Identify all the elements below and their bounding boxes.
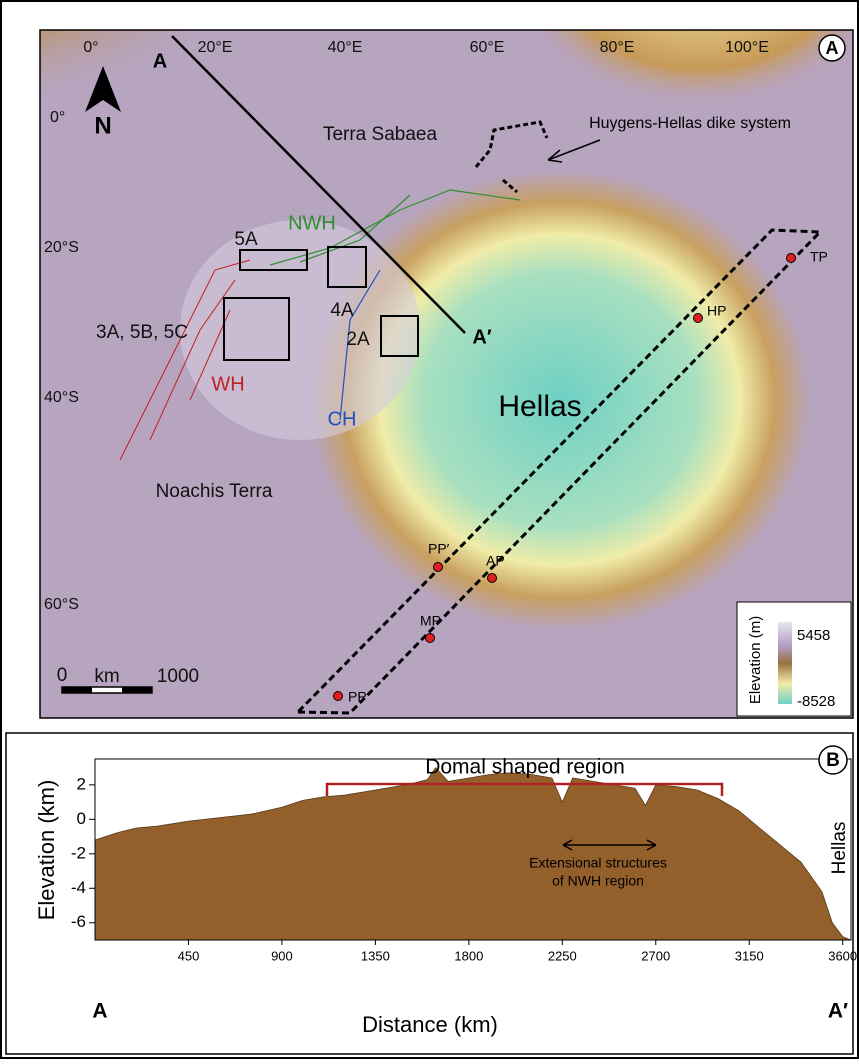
x-tick-label: 2250 [548, 948, 577, 963]
elevation-legend: Elevation (m) 5458 -8528 [737, 602, 851, 716]
legend-title: Elevation (m) [747, 616, 764, 704]
lon-tick: 40°E [328, 39, 363, 56]
box-label: 3A, 5B, 5C [96, 322, 188, 343]
box-label: 2A [346, 329, 370, 350]
annotation: Extensional structures [529, 855, 667, 871]
profile-start: A [92, 1000, 107, 1023]
annotation: of NWH region [552, 873, 644, 889]
site-label: AP [486, 553, 505, 569]
x-tick-label: 3150 [735, 948, 764, 963]
scale-start: 0 [57, 665, 68, 686]
x-tick-label: 900 [271, 948, 293, 963]
region-label: Hellas [498, 390, 581, 423]
scale-end: 1000 [157, 666, 199, 687]
y-tick-label: -2 [71, 843, 86, 862]
region-label: Terra Sabaea [323, 124, 438, 145]
structure-label: WH [211, 373, 244, 395]
panel-label: B [826, 750, 840, 771]
panel-label: A [826, 38, 839, 58]
lon-tick: 60°E [470, 39, 505, 56]
lon-tick: 100°E [725, 39, 769, 56]
y-tick-label: -4 [71, 878, 86, 897]
site-label: HP [707, 303, 726, 319]
x-tick-label: 2700 [641, 948, 670, 963]
profile-end: A′ [828, 1000, 848, 1023]
x-tick-label: 450 [178, 948, 200, 963]
box-label: 4A [330, 300, 354, 321]
legend-min: -8528 [797, 693, 835, 710]
legend-max: 5458 [797, 627, 830, 644]
lat-tick: 40°S [44, 389, 79, 406]
annotation: Domal shaped region [425, 756, 625, 779]
lat-tick: 60°S [44, 596, 79, 613]
figure: 0° 20°E 40°E 60°E 80°E 100°E 0° 20°S 40°… [0, 0, 859, 1059]
site-label: TP [810, 249, 828, 265]
map [0, 0, 859, 718]
y-tick-label: 2 [77, 774, 86, 793]
x-tick-label: 1350 [361, 948, 390, 963]
site-label: PP′ [428, 541, 450, 557]
profile-end: A′ [472, 326, 491, 348]
region-label: Noachis Terra [156, 481, 273, 502]
structure-label: NWH [288, 212, 336, 234]
lon-tick: 20°E [198, 39, 233, 56]
annotation: Hellas [829, 822, 850, 875]
structure-label: CH [328, 408, 357, 430]
profile-start: A [153, 50, 167, 72]
scale-unit: km [94, 666, 119, 687]
x-tick-label: 3600 [828, 948, 857, 963]
x-axis-title: Distance (km) [362, 1012, 498, 1037]
y-tick-label: -6 [71, 912, 86, 931]
y-axis-title: Elevation (km) [34, 780, 59, 921]
dike-label: Huygens-Hellas dike system [589, 115, 791, 132]
north-label: N [94, 112, 111, 139]
y-tick-label: 0 [77, 809, 86, 828]
lat-tick: 20°S [44, 239, 79, 256]
x-tick-label: 1800 [454, 948, 483, 963]
lat-tick: 0° [50, 109, 65, 126]
site-label: PP [348, 689, 367, 705]
lon-tick: 80°E [600, 39, 635, 56]
site-label: MP [420, 613, 441, 629]
lon-tick: 0° [83, 39, 98, 56]
box-label: 5A [234, 229, 258, 250]
